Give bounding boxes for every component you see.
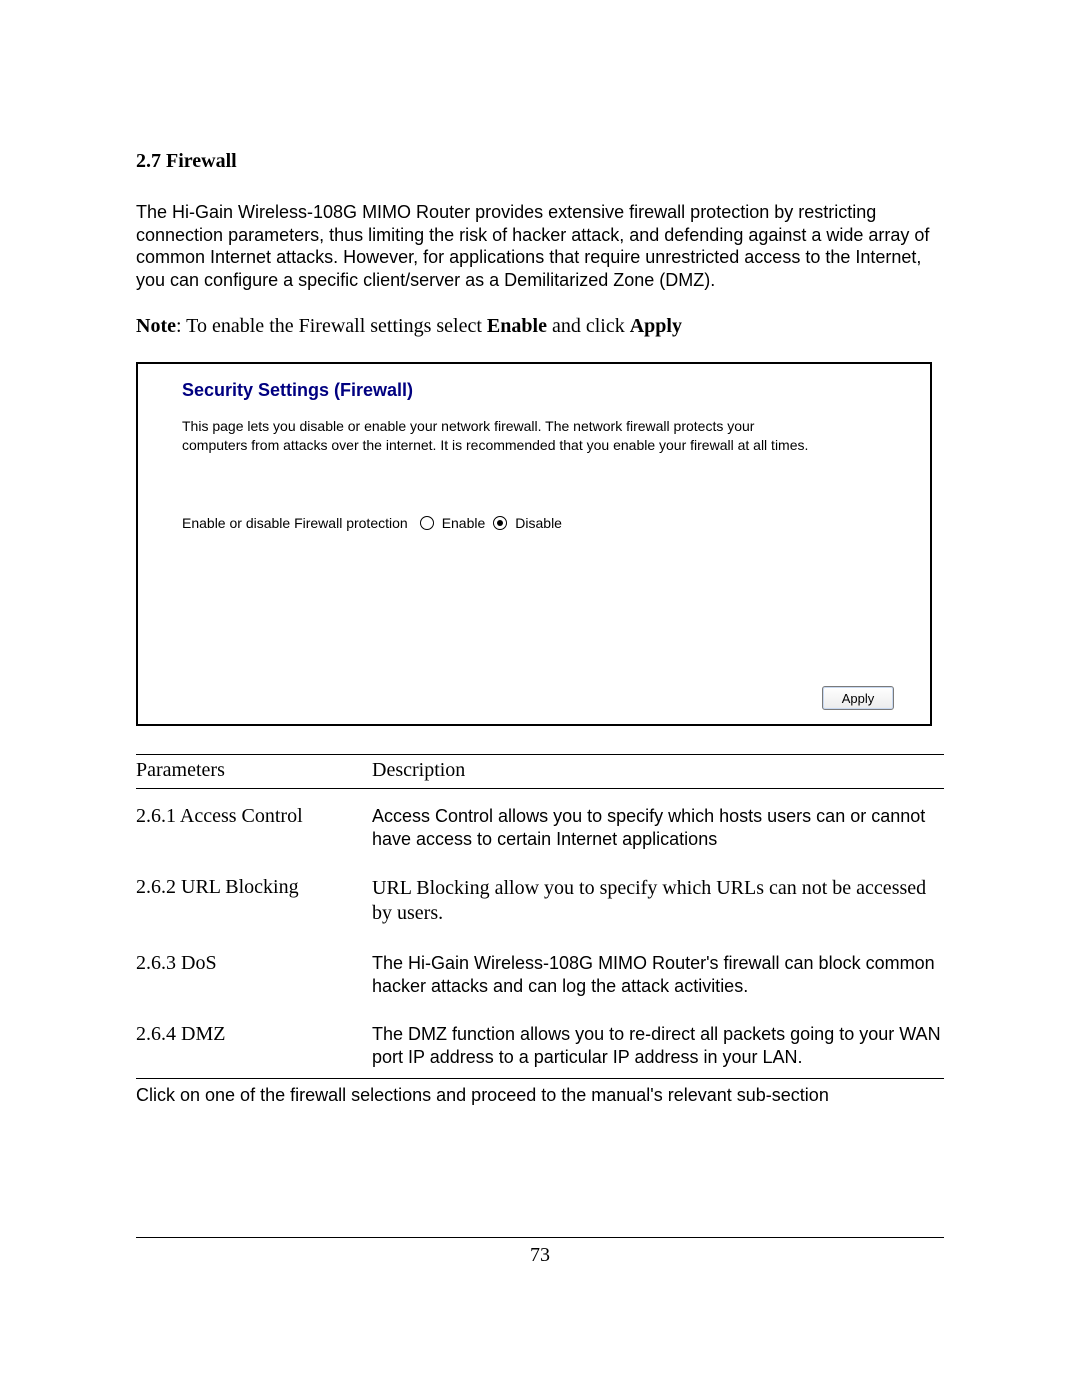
note-line: Note: To enable the Firewall settings se… [136, 315, 944, 338]
settings-panel: Security Settings (Firewall) This page l… [136, 362, 932, 726]
firewall-radio-row: Enable or disable Firewall protection En… [182, 515, 910, 531]
radio-enable[interactable] [420, 516, 434, 530]
param-cell: 2.6.3 DoS [136, 952, 372, 997]
desc-cell: The DMZ function allows you to re-direct… [372, 1023, 944, 1068]
table-row: 2.6.2 URL Blocking URL Blocking allow yo… [136, 860, 944, 936]
section-heading: 2.7 Firewall [136, 150, 944, 173]
note-and: and click [547, 315, 630, 337]
page-number: 73 [136, 1244, 944, 1267]
desc-cell: URL Blocking allow you to specify which … [372, 876, 944, 926]
panel-title: Security Settings (Firewall) [182, 380, 910, 401]
param-cell: 2.6.1 Access Control [136, 805, 372, 850]
table-row: 2.6.4 DMZ The DMZ function allows you to… [136, 1007, 944, 1078]
table-header-row: Parameters Description [136, 754, 944, 789]
settings-panel-inner: Security Settings (Firewall) This page l… [182, 380, 910, 531]
desc-cell: The Hi-Gain Wireless-108G MIMO Router's … [372, 952, 944, 997]
parameters-table: Parameters Description 2.6.1 Access Cont… [136, 754, 944, 1106]
radio-disable[interactable] [493, 516, 507, 530]
desc-cell: Access Control allows you to specify whi… [372, 805, 944, 850]
intro-paragraph: The Hi-Gain Wireless-108G MIMO Router pr… [136, 201, 944, 291]
note-apply-word: Apply [630, 315, 682, 337]
note-prefix: Note [136, 315, 176, 337]
radio-disable-label: Disable [515, 515, 562, 531]
radio-group-label: Enable or disable Firewall protection [182, 515, 408, 531]
table-footnote: Click on one of the firewall selections … [136, 1085, 944, 1106]
note-mid: : To enable the Firewall settings select [176, 315, 487, 337]
page: 2.7 Firewall The Hi-Gain Wireless-108G M… [0, 0, 1080, 1397]
param-cell: 2.6.2 URL Blocking [136, 876, 372, 926]
table-body: 2.6.1 Access Control Access Control allo… [136, 789, 944, 1079]
radio-enable-label: Enable [442, 515, 486, 531]
footer-rule [136, 1237, 944, 1238]
table-header-param: Parameters [136, 759, 372, 782]
panel-description: This page lets you disable or enable you… [182, 417, 822, 455]
content-area: 2.7 Firewall The Hi-Gain Wireless-108G M… [136, 150, 944, 1106]
note-enable-word: Enable [487, 315, 547, 337]
table-row: 2.6.1 Access Control Access Control allo… [136, 789, 944, 860]
param-cell: 2.6.4 DMZ [136, 1023, 372, 1068]
table-header-desc: Description [372, 759, 944, 782]
page-footer: 73 [136, 1237, 944, 1267]
apply-button[interactable]: Apply [822, 686, 894, 710]
table-row: 2.6.3 DoS The Hi-Gain Wireless-108G MIMO… [136, 936, 944, 1007]
